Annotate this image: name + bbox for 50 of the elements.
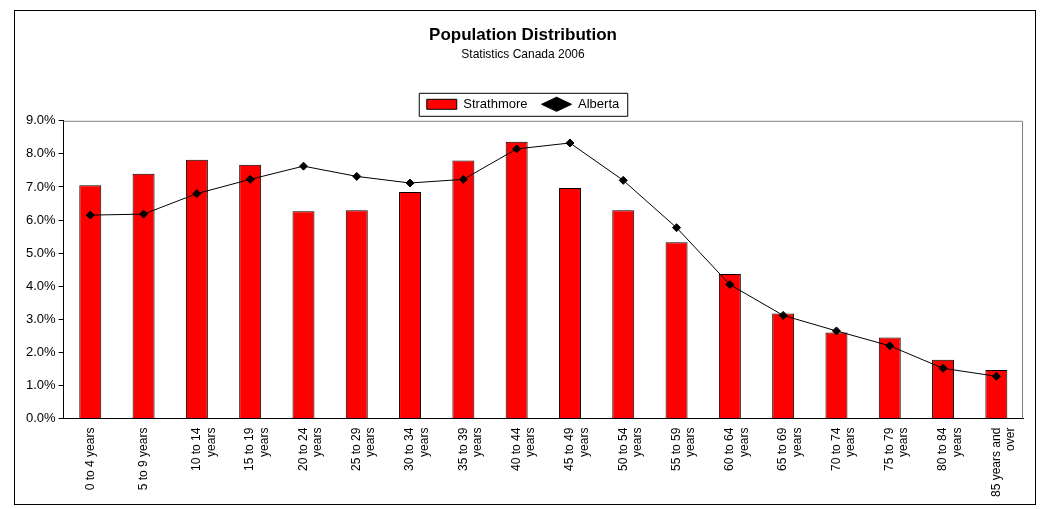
chart-title: Population Distribution [429, 24, 617, 44]
point [778, 310, 788, 320]
y-tick-label: 1.0% [25, 377, 57, 393]
y-tick-label: 5.0% [25, 244, 57, 260]
x-tick-label: 0 to 4 years [82, 427, 97, 491]
point [831, 326, 841, 336]
x-tick-label: 25 to 29 years [349, 427, 378, 471]
chart-subtitle: Statistics Canada 2006 [461, 46, 586, 61]
x-tick-label: 35 to 39 years [455, 427, 485, 471]
point [139, 209, 149, 219]
point [352, 171, 362, 181]
x-tick-label: 45 to 49 years [562, 427, 591, 471]
y-tick-label: 0.0% [25, 410, 57, 426]
x-tick-label: 70 to 74 years [828, 427, 858, 471]
y-tick-label: 7.0% [25, 178, 57, 194]
y-tick-label: 4.0% [25, 277, 57, 293]
legend-label: Strathmore [463, 95, 528, 111]
point [512, 144, 522, 154]
x-tick-label: 55 to 59 years [668, 427, 698, 471]
x-tick-label: 75 to 79 years [882, 427, 911, 471]
point [245, 174, 255, 184]
point [991, 371, 1001, 381]
x-tick-label: 5 to 9 years [135, 427, 150, 491]
y-tick-label: 8.0% [25, 145, 57, 161]
point [885, 341, 895, 351]
x-tick-label: 65 to 69 years [775, 427, 804, 471]
point [85, 210, 95, 220]
point [565, 138, 575, 148]
y-tick-label: 2.0% [25, 344, 57, 360]
x-tick-label: 10 to 14 years [189, 427, 218, 471]
point [192, 189, 202, 199]
point [618, 175, 628, 185]
x-tick-label: 50 to 54 years [615, 427, 644, 471]
point [938, 363, 948, 373]
y-tick-label: 6.0% [25, 211, 57, 227]
y-tick-label: 3.0% [25, 310, 57, 326]
x-tick-label: 80 to 84 years [935, 427, 964, 471]
x-tick-label: 40 to 44 years [508, 427, 538, 471]
point [725, 280, 735, 290]
x-tick-label: 85 years and over [988, 427, 1018, 498]
x-tick-label: 30 to 34 years [402, 427, 431, 471]
x-tick-label: 60 to 64 years [722, 427, 751, 471]
point [672, 223, 682, 233]
x-tick-label: 15 to 19 years [242, 427, 271, 471]
point [298, 161, 308, 171]
point [458, 174, 468, 184]
legend-label: Alberta [578, 95, 621, 111]
point [405, 178, 415, 188]
y-tick-label: 9.0% [25, 112, 57, 128]
x-tick-label: 20 to 24 years [295, 427, 325, 471]
